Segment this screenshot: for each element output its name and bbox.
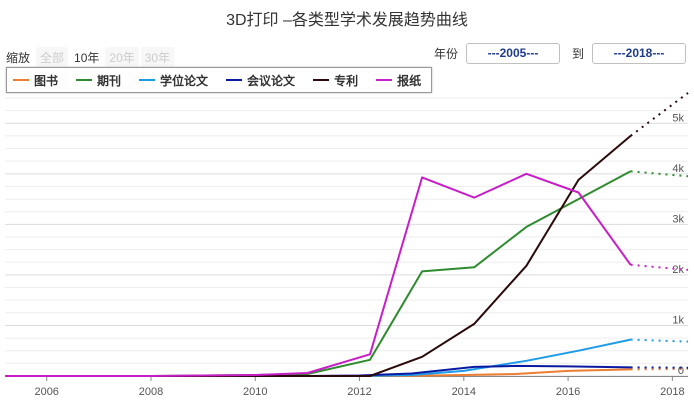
legend-item-3[interactable]: 会议论文 [226,72,295,89]
legend-swatch [313,79,330,81]
series-forecast-1 [630,170,689,178]
legend-item-2[interactable]: 学位论文 [139,72,208,89]
legend-item-4[interactable]: 专利 [313,72,358,89]
page-title: 3D打印 –各类型学术发展趋势曲线 [226,12,468,29]
legend-label: 会议论文 [247,73,296,88]
y-tick-label: 4k [672,163,684,175]
legend-item-1[interactable]: 期刊 [76,72,121,89]
legend-swatch [76,79,93,81]
y-tick-label: 1k [672,314,684,326]
x-tick-label: 2018 [660,386,684,398]
legend-item-5[interactable]: 报纸 [376,72,421,89]
legend-item-0[interactable]: 图书 [13,72,58,89]
year-to-label: 到 [571,47,584,61]
series-line-5[interactable] [5,172,632,377]
y-tick-label: 3k [672,213,684,225]
zoom-control: 缩放 全部 10年 20年 30年 [6,47,176,68]
legend-swatch [376,79,393,81]
series-forecast-4 [630,92,689,137]
y-tick-label: 2k [672,264,684,276]
zoom-all-button[interactable]: 全部 [36,47,69,68]
legend-label: 期刊 [97,73,122,88]
legend-label: 报纸 [397,73,422,88]
x-tick-label: 2008 [139,386,163,398]
zoom-30y-button[interactable]: 30年 [140,47,175,68]
x-tick-label: 2012 [347,386,371,398]
legend-swatch [13,79,29,81]
chart-legend: 图书 期刊 学位论文 会议论文 专利 报纸 [6,67,433,93]
year-from-label: 年份 [433,47,458,61]
x-tick-label: 2006 [34,386,58,398]
series-forecast-5 [630,263,689,271]
series-forecast-0 [630,367,689,371]
zoom-20y-button[interactable]: 20年 [105,47,139,68]
zoom-10y-button[interactable]: 10年 [70,47,104,68]
legend-swatch [139,79,156,81]
year-to-input[interactable]: ---2018--- [592,43,686,64]
x-tick-label: 2016 [556,386,580,398]
series-forecast-2 [630,338,689,343]
legend-label: 学位论文 [160,73,209,88]
legend-label: 图书 [34,73,59,88]
x-tick-label: 2014 [452,386,476,398]
zoom-label: 缩放 [6,51,31,65]
legend-label: 专利 [334,73,359,88]
series-line-4[interactable] [5,135,632,377]
year-range: 年份 ---2005--- 到 ---2018--- [434,43,686,64]
year-from-input[interactable]: ---2005--- [465,43,560,64]
series-line-1[interactable] [5,170,632,377]
x-tick-label: 2010 [243,386,267,398]
legend-swatch [226,79,243,81]
y-tick-label: 0 [678,365,684,377]
y-tick-label: 5k [672,112,684,124]
